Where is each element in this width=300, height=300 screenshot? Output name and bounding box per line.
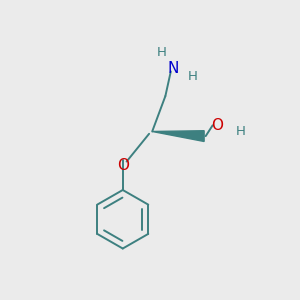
Text: N: N <box>167 61 179 76</box>
Polygon shape <box>152 131 204 142</box>
Text: O: O <box>211 118 223 133</box>
Text: H: H <box>236 125 246 138</box>
Text: H: H <box>188 70 197 83</box>
Text: O: O <box>117 158 129 173</box>
Text: H: H <box>157 46 166 59</box>
